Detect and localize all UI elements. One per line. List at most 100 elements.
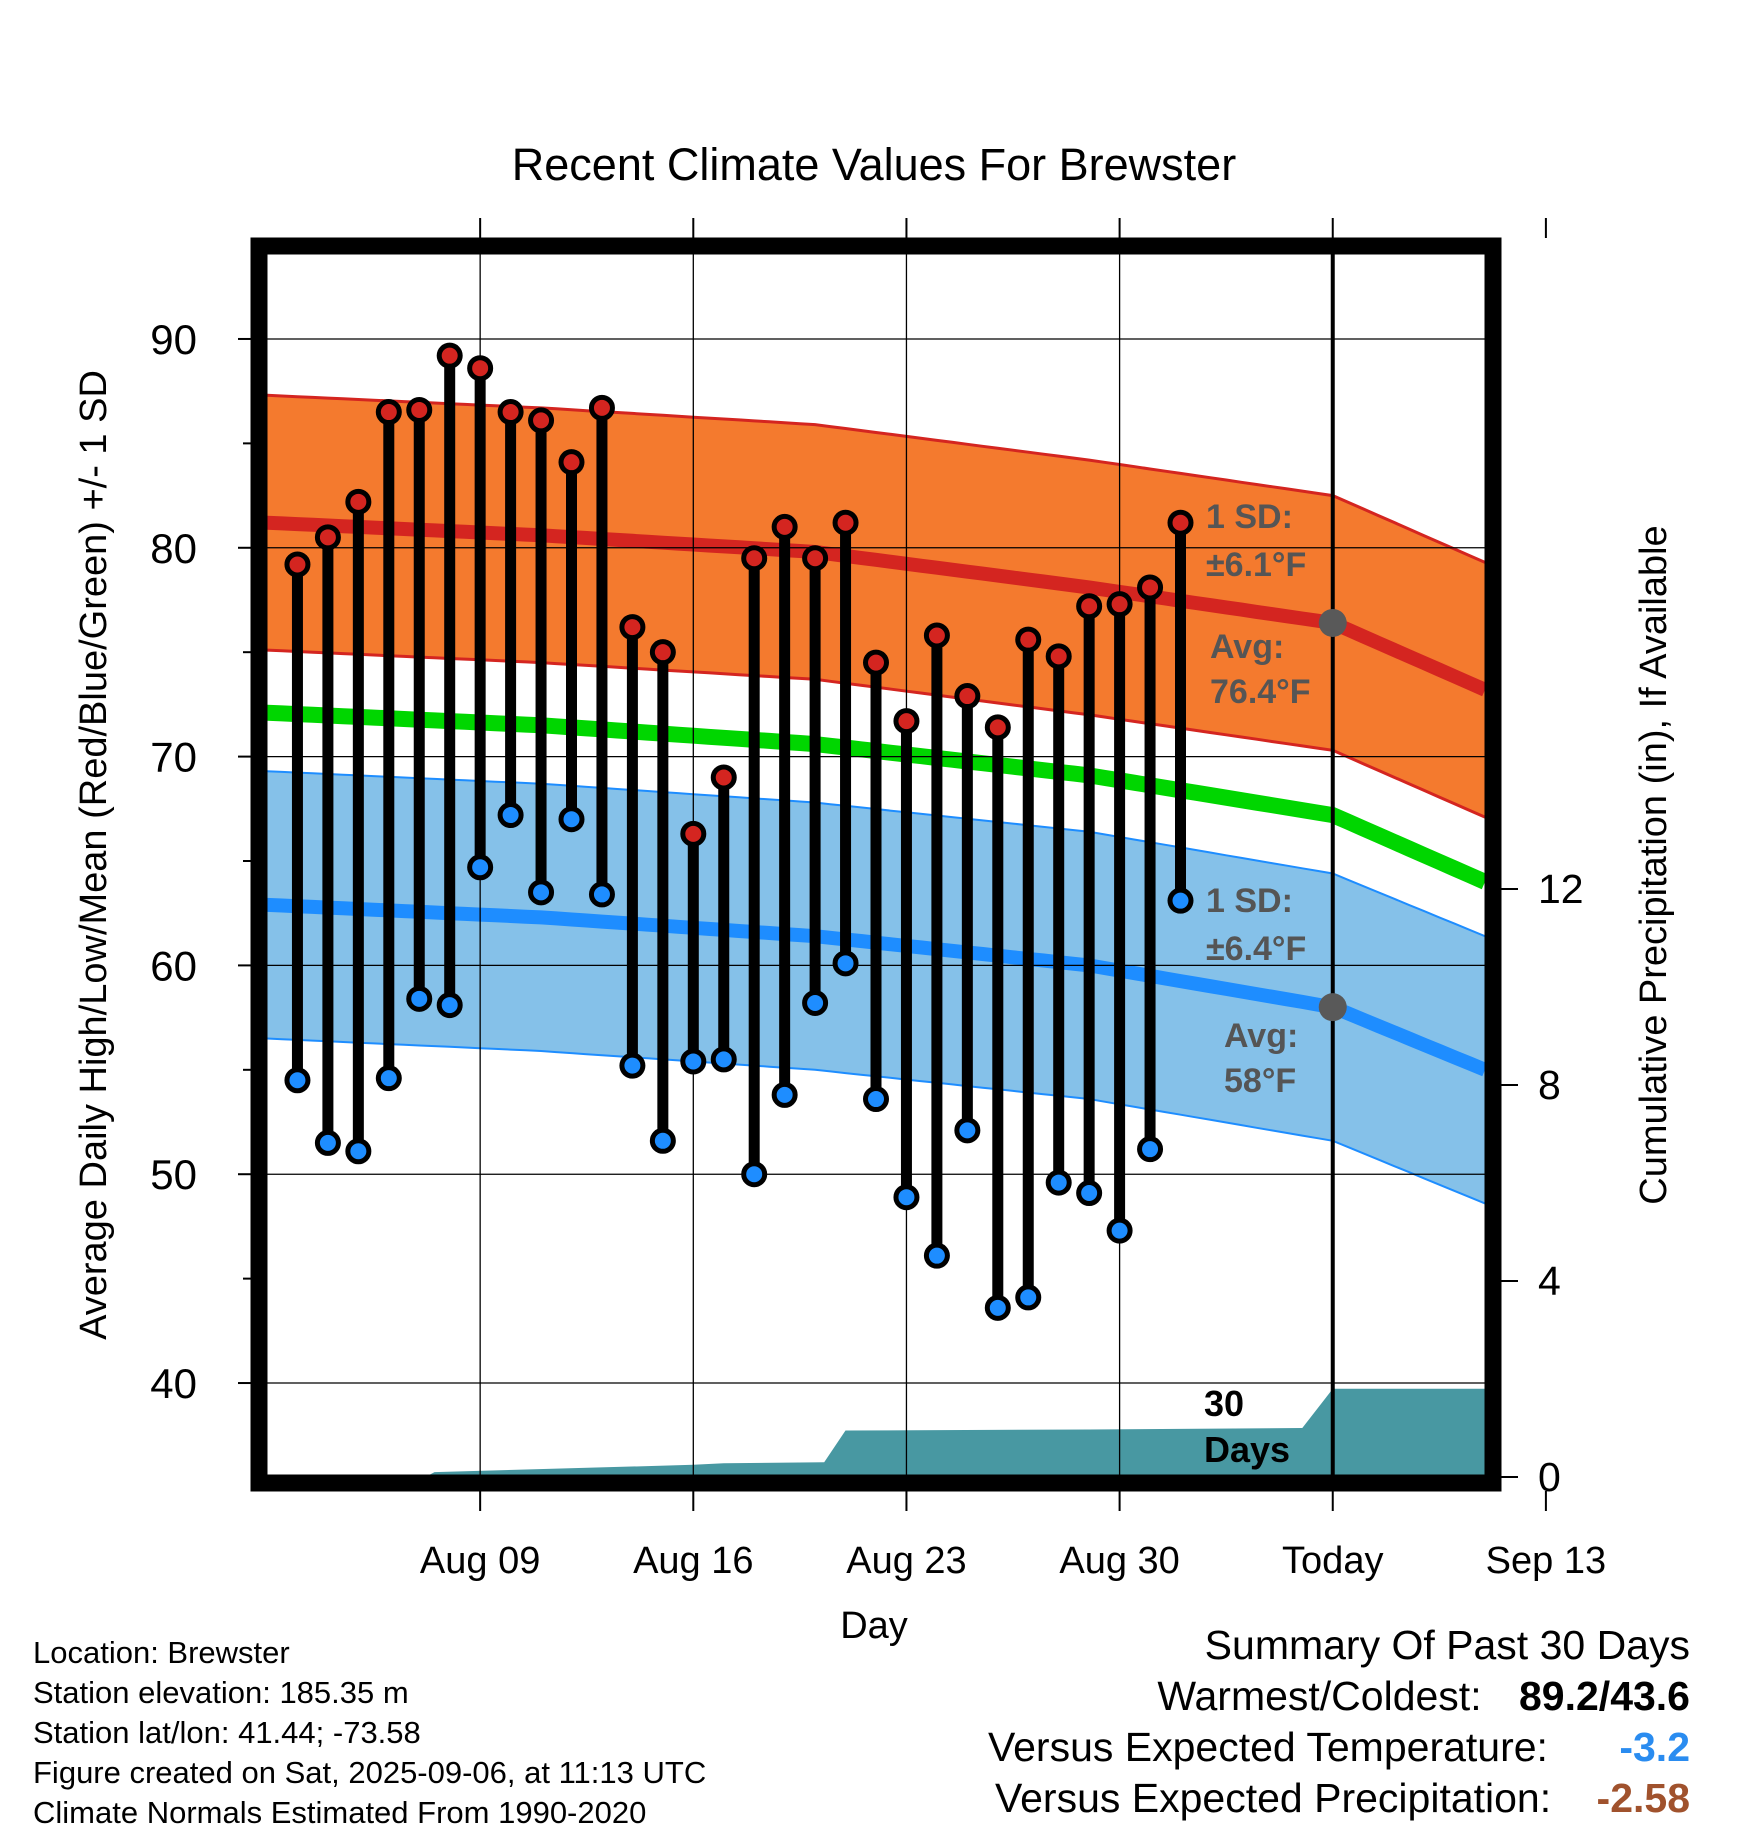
daily-high-point (436, 342, 463, 369)
low-avg-label: Avg: (1224, 1017, 1298, 1055)
x-tick-label-1: Aug 16 (633, 1540, 753, 1582)
daily-high-point (1076, 593, 1103, 620)
x-tick-label-2: Aug 23 (846, 1540, 966, 1582)
normal-high-line (267, 515, 1485, 697)
daily-high-point (802, 545, 829, 572)
daily-low-point (619, 1052, 646, 1079)
summary-title: Summary Of Past 30 Days (1204, 1622, 1690, 1668)
daily-high-point (1015, 626, 1042, 653)
chart-title: Recent Climate Values For Brewster (512, 139, 1236, 190)
warm-cold-value: 89.2/43.6 (1519, 1673, 1690, 1719)
daily-high-point (710, 764, 737, 791)
daily-low-point (1137, 1136, 1164, 1163)
daily-low-point (1076, 1180, 1103, 1207)
daily-low-point (1106, 1217, 1133, 1244)
y2-tick-label-0: 0 (1538, 1454, 1561, 1500)
daily-low-point (558, 806, 585, 833)
daily-low-point (832, 950, 859, 977)
daily-low-point (588, 881, 615, 908)
daily-low-point (406, 985, 433, 1012)
x-axis-label: Day (840, 1605, 908, 1647)
daily-low-point (649, 1127, 676, 1154)
today-normal-low-marker (1318, 993, 1347, 1022)
summary-temp: Versus Expected Temperature: -3.2 (988, 1722, 1690, 1773)
daily-high-point (497, 399, 524, 426)
daily-low-point (497, 802, 524, 829)
daily-high-point (954, 683, 981, 710)
summary-precip: Versus Expected Precipitation: -2.58 (988, 1773, 1690, 1824)
daily-low-point (1015, 1284, 1042, 1311)
daily-high-point (467, 355, 494, 382)
daily-low-point (436, 992, 463, 1019)
daily-low-point (314, 1129, 341, 1156)
y-tick-label-50: 50 (150, 1151, 197, 1198)
daily-low-point (284, 1067, 311, 1094)
daily-high-point (863, 649, 889, 676)
daily-low-point (741, 1161, 768, 1188)
daily-high-point (1167, 509, 1194, 536)
y-tick-label-90: 90 (150, 316, 197, 363)
low-sd-label: 1 SD: (1206, 882, 1293, 920)
daily-low-point (893, 1184, 920, 1211)
elevation-text: Station elevation: 185.35 m (33, 1675, 409, 1710)
daily-high-point (314, 524, 341, 551)
daily-high-point (528, 407, 555, 434)
daily-high-point (680, 820, 707, 847)
precipitation-area (267, 1388, 1485, 1477)
high-sd-value: ±6.1°F (1206, 546, 1306, 584)
daily-low-point (863, 1086, 889, 1113)
normals-text: Climate Normals Estimated From 1990-2020 (33, 1795, 647, 1830)
y-tick-label-40: 40 (150, 1360, 197, 1407)
daily-low-point (345, 1138, 372, 1165)
x-tick-label-4: Today (1282, 1540, 1383, 1582)
high-avg-value: 76.4°F (1210, 673, 1311, 711)
daily-high-point (284, 551, 311, 578)
daily-high-point (771, 513, 798, 540)
daily-low-point (528, 879, 555, 906)
daily-low-point (984, 1294, 1011, 1321)
x-tick-label-5: Sep 13 (1486, 1540, 1606, 1582)
plot-frame (250, 237, 1502, 1492)
daily-high-point (588, 394, 615, 421)
daily-low-point (802, 989, 829, 1016)
daily-high-point (619, 614, 646, 641)
y2-axis-label: Cumulative Precipitation (in), If Availa… (1633, 525, 1675, 1204)
temp-value: -3.2 (1619, 1724, 1690, 1770)
daily-high-point (558, 449, 585, 476)
created-text: Figure created on Sat, 2025-09-06, at 11… (33, 1755, 707, 1790)
y-axis-label: Average Daily High/Low/Mean (Red/Blue/Gr… (73, 370, 115, 1340)
daily-high-point (923, 622, 950, 649)
daily-high-point (649, 639, 676, 666)
daily-high-point (1137, 574, 1164, 601)
y2-tick-label-8: 8 (1538, 1062, 1561, 1108)
y-tick-label-80: 80 (150, 525, 197, 572)
daily-low-point (375, 1065, 402, 1092)
daily-low-point (954, 1117, 981, 1144)
y-tick-label-60: 60 (150, 942, 197, 989)
station-info: Location: Brewster Station elevation: 18… (33, 1633, 706, 1833)
summary-panel: Summary Of Past 30 Days Warmest/Coldest:… (988, 1620, 1690, 1824)
daily-high-point (741, 545, 768, 572)
daily-low-point (771, 1081, 798, 1108)
today-normal-high-marker (1318, 608, 1347, 637)
y2-tick-label-12: 12 (1538, 866, 1584, 912)
high-sd-label: 1 SD: (1206, 498, 1293, 536)
daily-high-point (345, 488, 372, 515)
low-sd-value: ±6.4°F (1206, 930, 1306, 968)
latlon-text: Station lat/lon: 41.44; -73.58 (33, 1715, 421, 1750)
x-tick-label-3: Aug 30 (1059, 1540, 1179, 1582)
days-count-label: 30 (1204, 1383, 1244, 1424)
daily-low-point (923, 1242, 950, 1269)
days-word-label: Days (1204, 1429, 1290, 1470)
daily-low-point (680, 1048, 707, 1075)
precip-label: Versus Expected Precipitation: (995, 1775, 1552, 1821)
warm-cold-label: Warmest/Coldest: (1157, 1673, 1482, 1719)
daily-high-point (984, 714, 1011, 741)
daily-high-point (375, 399, 402, 426)
summary-warm-cold: Warmest/Coldest: 89.2/43.6 (988, 1671, 1690, 1722)
high-sd-upper-line (267, 393, 1485, 564)
daily-high-point (406, 396, 433, 423)
plot-area: 1 SD: ±6.1°F Avg: 76.4°F 1 SD: ±6.4°F Avg: 58°F… (150, 218, 1606, 1582)
x-tick-label-0: Aug 09 (420, 1540, 540, 1582)
